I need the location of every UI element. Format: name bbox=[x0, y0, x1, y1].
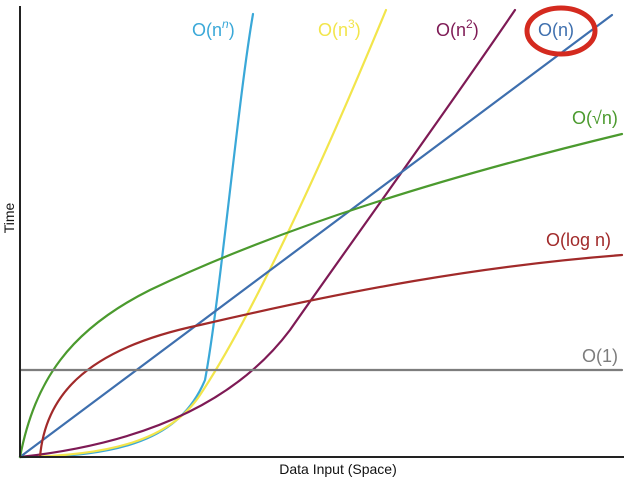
highlight-circle bbox=[524, 5, 598, 57]
series-label-sqrtn: O(√n) bbox=[572, 108, 618, 128]
y-axis-label: Time bbox=[1, 202, 17, 233]
series-line-n bbox=[18, 13, 614, 459]
series-label-n: O(n) bbox=[538, 20, 574, 40]
series-line-n2 bbox=[18, 8, 517, 459]
curves-group bbox=[18, 8, 624, 459]
series-line-logn bbox=[38, 253, 624, 459]
series-line-n3 bbox=[18, 8, 388, 459]
series-label-const: O(1) bbox=[582, 346, 618, 366]
series-line-nn bbox=[18, 12, 255, 459]
series-line-sqrtn bbox=[18, 132, 624, 459]
series-label-n3: O(n3) bbox=[318, 17, 361, 40]
curve-labels-group: O(nn) O(n3) O(n2) O(n) O(√n) O(log n) O(1) bbox=[192, 17, 618, 366]
series-label-nn: O(nn) bbox=[192, 17, 235, 40]
x-axis-label: Data Input (Space) bbox=[279, 461, 397, 477]
series-label-n2: O(n2) bbox=[436, 17, 479, 40]
series-label-logn: O(log n) bbox=[546, 230, 611, 250]
